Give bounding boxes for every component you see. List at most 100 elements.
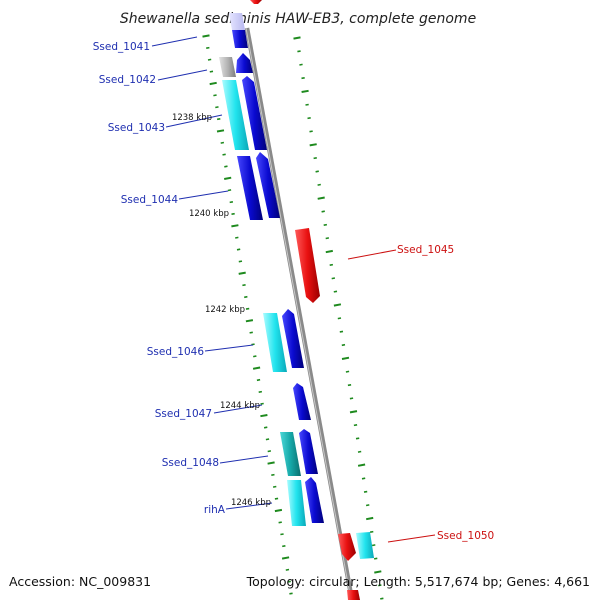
inner-ruler-tick [238,271,246,275]
inner-ruler-tick [209,70,214,73]
inner-ruler-tick [265,438,270,441]
outer-ruler-tick [309,130,313,133]
inner-ruler-tick [274,497,279,500]
outer-ruler-tick [357,450,362,453]
inner-ruler-tick [244,295,248,299]
gene-ssed-1045[interactable] [295,228,320,303]
inner-ruler-tick [216,129,225,133]
outer-ruler-tick [373,557,378,560]
map-title: Shewanella sediminis HAW-EB3, complete g… [120,11,476,27]
label-ssed-1046[interactable]: Ssed_1046 [147,346,205,358]
inner-ruler-tick [215,106,219,109]
label-ssed-1044[interactable]: Ssed_1044 [121,194,179,206]
accession-text: Accession: NC_009831 [9,574,152,589]
gene-ssed-1041[interactable] [229,13,248,48]
outer-ruler-tick [305,103,309,106]
inner-ruler-tick [289,592,293,595]
outer-ruler-tick [309,143,317,147]
outer-ruler-tick [355,437,360,440]
gene-ssed-1043[interactable] [222,76,267,150]
genome-backbone-highlight [245,27,352,600]
outer-ruler-tick [315,170,319,173]
outer-ruler-tick [341,343,346,347]
outer-ruler-tick [317,183,321,186]
outer-ruler-tick [307,117,311,120]
inner-ruler-tick [222,153,226,156]
gene-ssed-1044[interactable] [237,152,280,220]
inner-ruler-tick [235,236,239,239]
inner-ruler-tick [258,390,263,393]
outer-ruler-tick [365,504,370,507]
outer-ruler-tick [361,477,366,480]
gene-ssed-1047[interactable] [293,383,311,420]
outer-ruler-tick [325,237,330,240]
inner-ruler-tick [216,118,221,121]
label-riha[interactable]: rihA [204,504,226,516]
label-leader-lines [151,36,273,510]
outer-ruler-tick [299,63,303,66]
inner-ruler-tick [231,212,235,215]
gene-ssed-1046[interactable] [263,309,304,372]
outer-ruler-tick [353,424,358,427]
inner-ruler-tick [251,343,255,346]
kbp-label-1238: 1238 kbp [172,113,212,123]
partial-red-feature-bottom[interactable] [347,590,360,600]
outer-ruler-tick [325,249,333,254]
kbp-label-1244: 1244 kbp [220,401,260,411]
label-ssed-1050[interactable]: Ssed_1050 [437,530,494,542]
inner-ruler-tick [256,378,261,382]
inner-ruler-tick [271,473,275,476]
label-ssed-1048[interactable]: Ssed_1048 [162,457,219,469]
label-ssed-1047[interactable]: Ssed_1047 [155,408,212,420]
inner-ruler-tick [224,165,228,168]
inner-ruler-tick [238,260,243,263]
inner-ruler-tick [236,248,241,251]
inner-ruler-tick [272,485,277,488]
outer-ruler-tick [301,89,309,93]
inner-ruler-tick [227,189,232,192]
inner-ruler-tick [267,461,275,465]
genome-backbone [244,27,355,600]
inner-ruler-tick [224,176,232,180]
kbp-label-1240: 1240 kbp [189,209,229,219]
label-ssed-1041[interactable]: Ssed_1041 [93,41,150,53]
outer-ruler-tick [313,157,317,160]
inner-ruler-tick [267,450,272,453]
inner-ruler-tick [209,81,217,86]
label-ssed-1045[interactable]: Ssed_1045 [397,244,454,256]
inner-ruler-tick [281,556,290,560]
outer-ruler-tick [341,356,350,360]
outer-ruler-tick [345,370,350,373]
outer-ruler-tick [374,570,382,574]
outer-ruler-tick [317,196,325,200]
outer-ruler-tick [366,516,374,521]
inner-ruler-tick [278,521,282,524]
inner-ruler-tick [245,319,254,323]
gene-riha[interactable] [287,477,324,526]
inner-ruler-tick [229,201,234,204]
gene-ssed-1050[interactable] [338,532,374,561]
outer-ruler-tick [378,584,382,587]
outer-ruler-tick [329,263,334,266]
inner-ruler-tick [253,355,257,358]
outer-ruler-tick [293,36,301,40]
gene-ssed-1048[interactable] [280,429,318,476]
outer-ruler-tick [357,463,366,467]
outer-ruler-tick [369,530,374,533]
outer-ruler-tick [321,210,325,213]
inner-ruler-tick [202,34,210,38]
inner-ruler-tick [207,58,212,61]
inner-ruler-tick [206,46,210,49]
gene-ssed-1042[interactable] [219,53,253,77]
outer-ruler-tick [301,77,305,80]
partial-red-feature-top[interactable] [250,0,262,4]
label-ssed-1042[interactable]: Ssed_1042 [99,74,156,86]
inner-ruler-tick [252,366,261,370]
label-ssed-1043[interactable]: Ssed_1043 [108,122,165,134]
outer-ruler-tick [323,223,328,226]
outer-ruler-tick [331,277,336,280]
outer-ruler-tick [333,303,342,307]
inner-ruler-tick [213,94,217,97]
inner-ruler-tick [245,307,250,310]
inner-ruler-tick [274,508,283,513]
